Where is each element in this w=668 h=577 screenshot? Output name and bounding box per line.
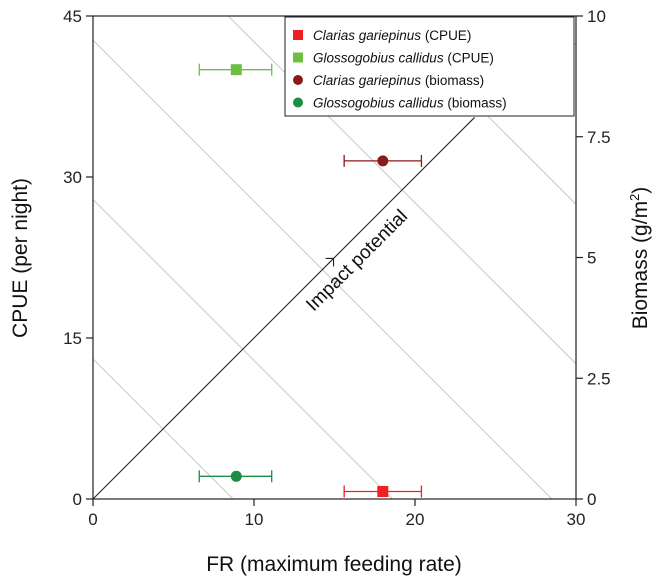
series-1 <box>343 485 423 498</box>
legend-label: Glossogobius callidus (biomass) <box>313 96 507 111</box>
x-tick-label: 0 <box>88 510 97 529</box>
impact-potential-arrow: Impact potential <box>92 117 475 500</box>
legend-marker-square <box>293 52 303 63</box>
legend-species: Glossogobius callidus <box>313 51 444 66</box>
legend-suffix: (CPUE) <box>444 51 494 66</box>
x-tick-label: 30 <box>567 510 586 529</box>
x-axis: 0 10 20 30 <box>88 499 585 529</box>
series-4 <box>198 470 273 483</box>
data-point-circle <box>377 155 389 167</box>
legend-species: Clarias gariepinus <box>313 73 421 88</box>
legend-suffix: (biomass) <box>421 73 484 88</box>
impact-diagonal-line <box>92 117 475 500</box>
y-right-axis-title: Biomass (g/m2) <box>627 187 652 330</box>
y-left-tick-label: 45 <box>63 7 82 26</box>
y-right-tick-label: 7.5 <box>587 128 611 147</box>
y-right-tick-label: 5 <box>587 249 596 268</box>
series-3 <box>343 154 423 167</box>
y-right-tick-label: 10 <box>587 7 606 26</box>
legend: Clarias gariepinus (CPUE)Glossogobius ca… <box>284 16 575 117</box>
y-right-axis-title-sup: 2 <box>627 194 642 201</box>
legend-suffix: (biomass) <box>444 96 507 111</box>
data-point-square <box>377 485 389 497</box>
x-tick-label: 10 <box>245 510 264 529</box>
legend-species: Clarias gariepinus <box>313 28 421 43</box>
legend-marker-circle <box>293 97 303 108</box>
data-point-square <box>230 64 242 76</box>
y-left-axis: 0 15 30 45 <box>63 7 93 509</box>
legend-label: Clarias gariepinus (biomass) <box>313 73 484 88</box>
y-right-axis-title-main: Biomass (g/m <box>629 201 652 329</box>
y-right-tick-label: 2.5 <box>587 369 611 388</box>
y-left-axis-title: CPUE (per night) <box>9 178 32 338</box>
impact-potential-label: Impact potential <box>302 206 412 316</box>
legend-species: Glossogobius callidus <box>313 96 444 111</box>
y-left-tick-label: 30 <box>63 168 82 187</box>
x-tick-label: 20 <box>406 510 425 529</box>
impact-arrowhead <box>325 257 335 267</box>
data-point-circle <box>230 470 242 482</box>
legend-box <box>284 16 575 117</box>
legend-label: Glossogobius callidus (CPUE) <box>313 51 494 66</box>
legend-label: Clarias gariepinus (CPUE) <box>313 28 471 43</box>
y-left-tick-label: 0 <box>73 490 82 509</box>
x-axis-title: FR (maximum feeding rate) <box>206 553 462 576</box>
legend-marker-circle <box>293 75 303 85</box>
data-points <box>198 63 423 498</box>
y-left-tick-label: 15 <box>63 329 82 348</box>
y-right-tick-label: 0 <box>587 490 596 509</box>
series-2 <box>198 63 273 76</box>
y-right-axis-title-end: ) <box>629 187 652 194</box>
legend-marker-square <box>293 30 303 40</box>
y-right-axis: 0 2.5 5 7.5 10 <box>576 7 611 509</box>
legend-suffix: (CPUE) <box>421 28 471 43</box>
